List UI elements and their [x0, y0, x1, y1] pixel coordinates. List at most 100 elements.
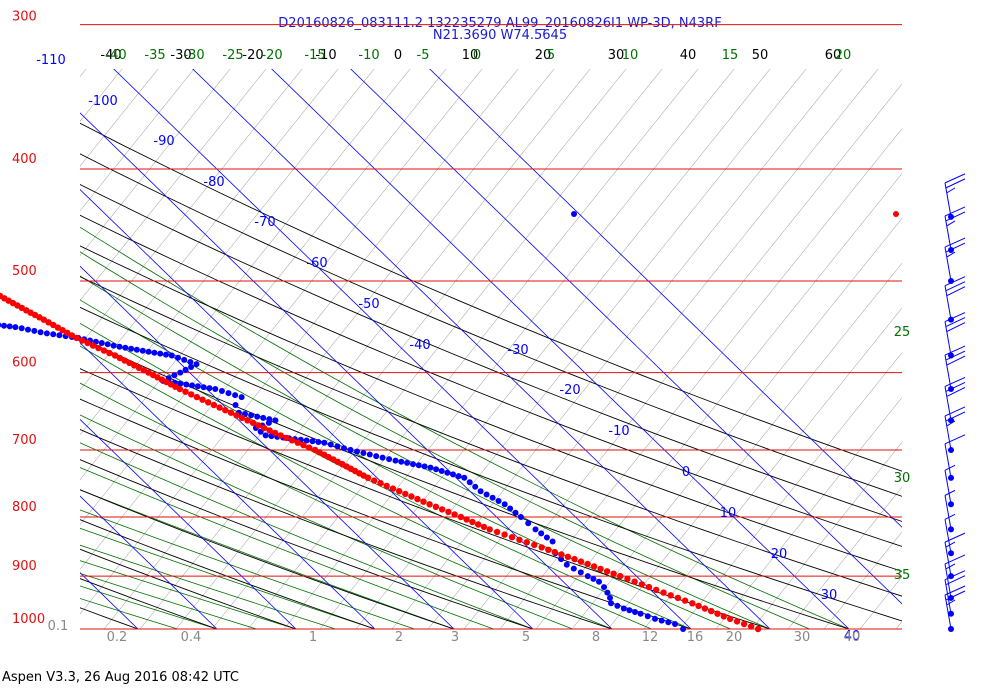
dewpoint-point — [421, 463, 428, 470]
moist-adiabat-label: -15 — [304, 48, 325, 63]
mixing-ratio-label: 8 — [592, 630, 600, 645]
isotherm-label: 40 — [844, 629, 861, 644]
dry-adiabat-label: -30 — [170, 48, 191, 63]
isotherm-line — [80, 265, 455, 629]
wind-barb-flag — [946, 386, 966, 397]
temperature-point — [222, 407, 229, 414]
dewpoint-point — [175, 354, 181, 361]
temperature-point — [689, 600, 696, 607]
temperature-point — [674, 594, 682, 602]
dewpoint-point — [517, 514, 524, 520]
dewpoint-point — [18, 325, 25, 332]
mixing-ratio-line — [139, 69, 591, 629]
mixing-ratio-line — [391, 69, 843, 629]
dewpoint-point — [183, 381, 190, 388]
mixing-ratio-line — [80, 69, 483, 570]
dewpoint-point — [507, 505, 514, 512]
wind-barb-flag — [945, 317, 966, 327]
wind-barb-staff — [944, 285, 952, 320]
dewpoint-point — [392, 457, 399, 464]
wind-barb-staff — [944, 470, 952, 505]
moist-adiabat-label: -30 — [183, 48, 204, 63]
moist-adiabat-line — [80, 382, 613, 629]
dry-adiabat-line — [80, 276, 902, 597]
temperature-point — [95, 344, 102, 352]
temperature-point — [233, 412, 240, 419]
dewpoint-point — [151, 349, 158, 356]
temperature-point — [100, 347, 108, 354]
wind-barb-staff — [944, 443, 952, 478]
temperature-point — [438, 506, 446, 513]
dewpoint-point — [360, 450, 367, 456]
temperature-point — [135, 364, 143, 371]
dewpoint-point — [128, 345, 135, 352]
dry-adiabat-line — [80, 519, 376, 629]
pressure-label: 700 — [12, 433, 37, 448]
moist-adiabat-label: -25 — [222, 48, 243, 63]
dewpoint-point — [37, 329, 44, 336]
temperature-point — [426, 501, 433, 508]
dewpoint-point — [386, 456, 393, 463]
wind-barb-flag — [946, 251, 956, 258]
temperature-point — [145, 369, 152, 376]
dewpoint-point — [398, 458, 405, 465]
temperature-profile — [0, 211, 899, 633]
temperature-point — [383, 482, 390, 490]
temperature-point — [288, 437, 296, 444]
dewpoint-point — [157, 350, 164, 357]
dewpoint-point — [218, 388, 225, 394]
dewpoint-point — [110, 342, 117, 349]
wind-barb-flag — [945, 350, 966, 361]
moist-adiabat-line — [80, 467, 494, 629]
temperature-point — [445, 508, 452, 516]
wind-barb-flag — [944, 464, 956, 471]
dewpoint-point — [680, 626, 687, 632]
dewpoint-point — [570, 565, 577, 572]
dry-adiabat-label: 10 — [462, 48, 479, 63]
moist-adiabat-line — [80, 414, 573, 629]
dewpoint-point — [620, 605, 627, 612]
dewpoint-point — [665, 619, 672, 626]
dewpoint-point — [379, 454, 386, 461]
dry-adiabats — [80, 122, 902, 629]
dewpoint-point — [12, 324, 19, 331]
moist-adiabat-line — [80, 275, 771, 629]
mixing-ratio-line — [80, 69, 411, 481]
temperature-point — [396, 488, 403, 495]
temperature-point — [638, 581, 645, 588]
moist-adiabat-label: 35 — [894, 568, 911, 583]
temperature-point — [73, 334, 80, 342]
mixing-ratio-label: 12 — [642, 630, 659, 645]
dewpoint-point — [571, 211, 577, 217]
dewpoint-point — [596, 578, 602, 585]
dewpoint-point — [193, 361, 200, 368]
temperature-point — [516, 536, 523, 543]
dewpoint-point — [672, 621, 678, 627]
mixing-ratio-label: 1 — [309, 630, 317, 645]
dewpoint-point — [632, 609, 638, 615]
wind-barb-staff — [944, 321, 952, 356]
moist-adiabat-label: 25 — [894, 325, 911, 340]
wind-barb-flag — [946, 187, 956, 194]
isotherm-label: -110 — [36, 53, 66, 68]
temperature-point — [551, 548, 558, 556]
wind-barb-point — [948, 446, 954, 453]
wind-barb-staff — [944, 542, 952, 577]
temperature-point — [210, 401, 218, 409]
moist-adiabat-label: 20 — [835, 48, 852, 63]
dewpoint-point — [495, 498, 502, 504]
dewpoint-point — [200, 384, 207, 391]
temperature-point — [463, 516, 470, 523]
dewpoint-point — [577, 569, 584, 576]
mixing-ratio-line — [80, 69, 339, 391]
temperature-point — [266, 427, 273, 434]
dewpoint-point — [260, 414, 267, 421]
dry-adiabat-label: 40 — [680, 48, 697, 63]
dry-adiabat-line — [80, 245, 902, 572]
dewpoint-point — [238, 394, 245, 401]
mixing-ratio-label: 0.4 — [181, 630, 202, 645]
temperature-point — [631, 578, 638, 585]
dry-adiabat-line — [80, 548, 297, 629]
dewpoint-point — [483, 491, 490, 498]
temperature-point — [111, 352, 119, 359]
